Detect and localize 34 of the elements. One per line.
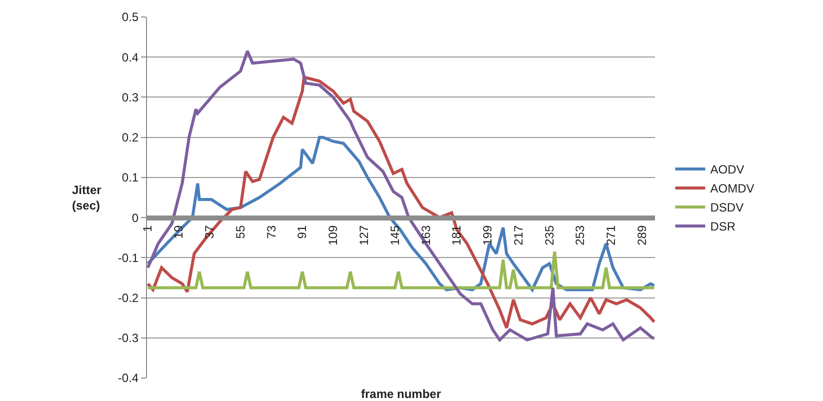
y-tick-label: 0.2: [122, 130, 139, 145]
x-tick-label: 163: [418, 225, 433, 246]
legend-label: AOMDV: [710, 182, 754, 196]
line-series: [147, 250, 655, 290]
y-tick-label: 0.5: [122, 10, 139, 24]
x-tick-label: 217: [511, 225, 526, 246]
x-tick-label: 289: [635, 225, 650, 246]
x-tick-label: 109: [326, 225, 340, 246]
y-tick-label: 0.3: [122, 90, 139, 104]
x-tick-label: 1: [140, 225, 155, 232]
x-tick-label: 145: [388, 225, 402, 246]
y-tick-label: 0: [132, 210, 139, 225]
x-tick-label: 235: [542, 225, 556, 246]
x-tick-label: 73: [264, 225, 278, 239]
y-tick-label: 0.4: [122, 50, 139, 64]
x-tick-label: 181: [450, 225, 464, 246]
x-tick-label: 271: [604, 225, 618, 246]
x-tick-label: 253: [573, 225, 588, 246]
y-axis-title: Jitter (sec): [72, 183, 102, 213]
legend-label: AODV: [710, 162, 744, 177]
x-tick-label: 19: [172, 225, 186, 239]
x-tick-label: 37: [202, 225, 217, 239]
x-tick-label: 55: [233, 225, 248, 239]
y-tick-label: -0.1: [118, 250, 139, 265]
x-axis-title: frame number: [361, 387, 442, 401]
legend-label: DSDV: [710, 200, 744, 215]
x-tick-label: 91: [295, 225, 310, 239]
y-tick-label: -0.2: [118, 290, 139, 305]
x-tick-label: 127: [357, 225, 371, 246]
y-tick-label: -0.4: [118, 371, 139, 386]
y-tick-label: 0.1: [122, 170, 139, 185]
legend-label: DSR: [710, 220, 736, 234]
y-tick-label: -0.3: [118, 331, 139, 346]
x-tick-label: 199: [480, 225, 495, 246]
